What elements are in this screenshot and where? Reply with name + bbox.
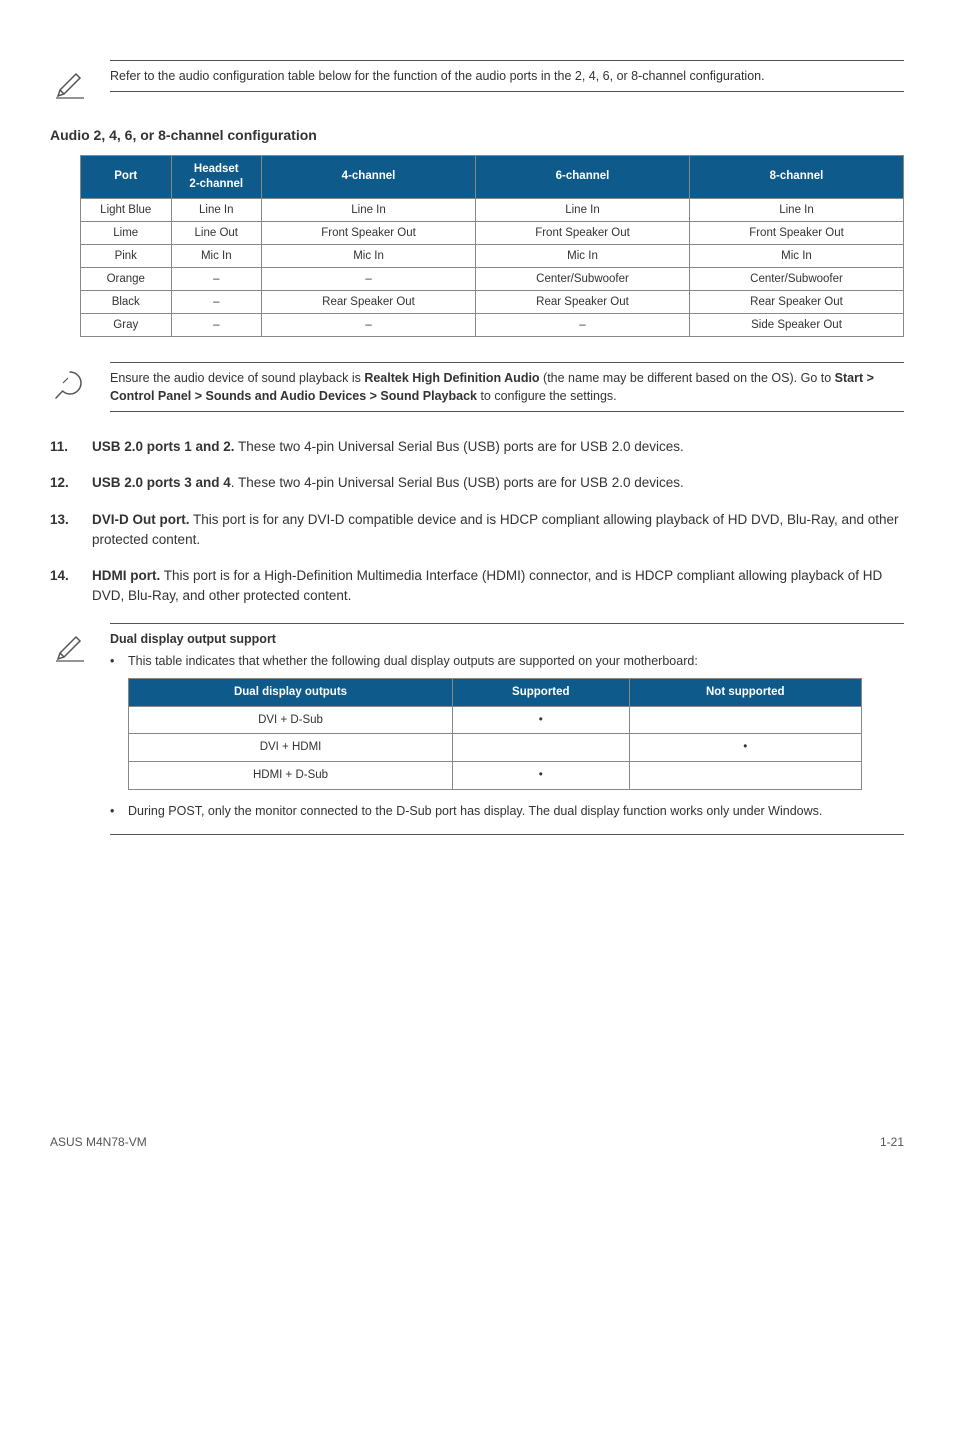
note-text-1: Refer to the audio configuration table b…: [110, 60, 904, 92]
col-6ch: 6-channel: [476, 156, 690, 199]
item-14-num: 14.: [50, 566, 92, 607]
audio-section-title: Audio 2, 4, 6, or 8-channel configuratio…: [50, 127, 904, 143]
table-row: HDMI + D-Sub•: [129, 762, 862, 790]
table-row: Orange––Center/SubwooferCenter/Subwoofer: [81, 267, 904, 290]
table-row: DVI + HDMI•: [129, 734, 862, 762]
page-footer: ASUS M4N78-VM 1-21: [50, 1135, 904, 1149]
col-4ch: 4-channel: [262, 156, 476, 199]
pencil-icon-2: [50, 623, 110, 665]
item-11-text: USB 2.0 ports 1 and 2. These two 4-pin U…: [92, 437, 904, 457]
note2-pre: Ensure the audio device of sound playbac…: [110, 371, 364, 385]
col-headset: Headset 2-channel: [171, 156, 262, 199]
note-block-2: Ensure the audio device of sound playbac…: [50, 362, 904, 412]
pencil-icon: [50, 60, 110, 102]
note-block-3: Dual display output support • This table…: [50, 623, 904, 835]
item-13: 13. DVI-D Out port. This port is for any…: [50, 510, 904, 551]
note3-title: Dual display output support: [110, 630, 904, 648]
table-row: DVI + D-Sub•: [129, 706, 862, 734]
item-13-text: DVI-D Out port. This port is for any DVI…: [92, 510, 904, 551]
col-port: Port: [81, 156, 172, 199]
dd-col-outputs: Dual display outputs: [129, 678, 453, 706]
footer-right: 1-21: [880, 1135, 904, 1149]
table-row: LimeLine OutFront Speaker OutFront Speak…: [81, 221, 904, 244]
item-13-num: 13.: [50, 510, 92, 551]
note-text-2: Ensure the audio device of sound playbac…: [110, 362, 904, 412]
item-12-num: 12.: [50, 473, 92, 493]
item-12-text: USB 2.0 ports 3 and 4. These two 4-pin U…: [92, 473, 904, 493]
note-block-1: Refer to the audio configuration table b…: [50, 60, 904, 102]
audio-config-table: Port Headset 2-channel 4-channel 6-chann…: [80, 155, 904, 337]
item-11-num: 11.: [50, 437, 92, 457]
dd-col-notsupported: Not supported: [629, 678, 861, 706]
dual-display-table: Dual display outputs Supported Not suppo…: [128, 678, 862, 790]
note2-mid1: (the name may be different based on the …: [540, 371, 835, 385]
dd-col-supported: Supported: [453, 678, 630, 706]
table-row: Black–Rear Speaker OutRear Speaker OutRe…: [81, 290, 904, 313]
table-row: Gray–––Side Speaker Out: [81, 313, 904, 336]
item-14: 14. HDMI port. This port is for a High-D…: [50, 566, 904, 607]
item-11: 11. USB 2.0 ports 1 and 2. These two 4-p…: [50, 437, 904, 457]
note3-bullet2: • During POST, only the monitor connecte…: [110, 802, 904, 820]
footer-left: ASUS M4N78-VM: [50, 1135, 147, 1149]
note2-mid2: to configure the settings.: [477, 389, 617, 403]
item-12: 12. USB 2.0 ports 3 and 4. These two 4-p…: [50, 473, 904, 493]
note3-bullet1: • This table indicates that whether the …: [110, 652, 904, 670]
table-row: Light BlueLine InLine InLine InLine In: [81, 198, 904, 221]
col-8ch: 8-channel: [690, 156, 904, 199]
note2-b1: Realtek High Definition Audio: [364, 371, 539, 385]
item-14-text: HDMI port. This port is for a High-Defin…: [92, 566, 904, 607]
table-row: PinkMic InMic InMic InMic In: [81, 244, 904, 267]
note-text-3: Dual display output support • This table…: [110, 623, 904, 835]
magnifier-icon: [50, 362, 110, 408]
